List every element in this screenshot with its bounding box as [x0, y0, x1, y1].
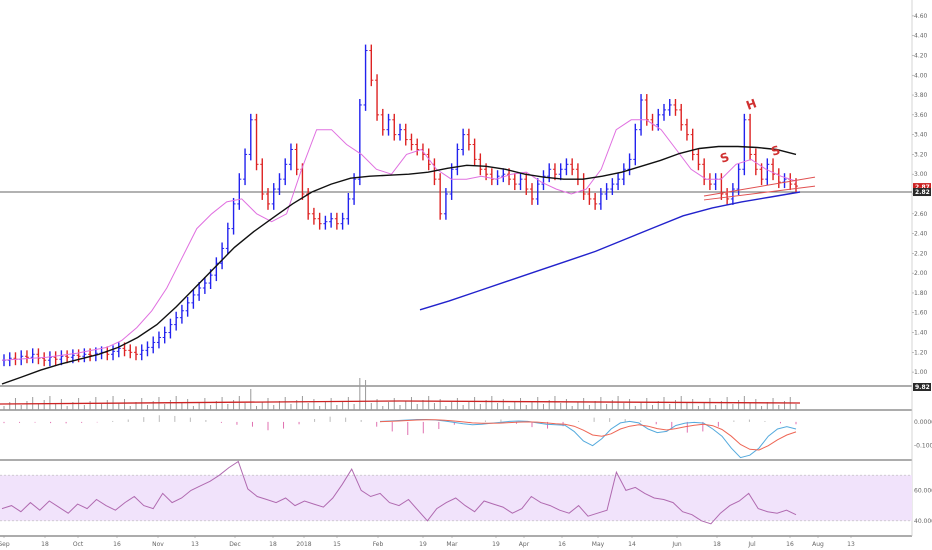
moving-average-line	[1, 119, 797, 361]
price-tick-label: 4.60	[914, 13, 928, 20]
date-tick-label: 18	[269, 541, 277, 548]
pattern-annotation: S	[718, 150, 731, 166]
rsi-tick-label: 40.0000	[914, 518, 932, 525]
price-tick-label: 2.60	[914, 211, 928, 218]
date-tick-label: 16	[786, 541, 794, 548]
date-tick-label: 19	[492, 541, 500, 548]
date-tick-label: 18	[41, 541, 49, 548]
rsi-line	[1, 460, 797, 525]
moving-average-line	[1, 145, 797, 385]
price-tick-label: 4.40	[914, 33, 928, 40]
price-tick-label: 3.40	[914, 132, 928, 139]
date-tick-label: Mar	[446, 541, 458, 548]
date-tick-label: 15	[333, 541, 341, 548]
date-tick-label: 14	[628, 541, 636, 548]
date-tick-label: Oct	[73, 541, 84, 548]
date-tick-label: Jul	[747, 541, 756, 548]
date-tick-label: 16	[558, 541, 566, 548]
pattern-annotation: H	[744, 96, 758, 113]
date-tick-label: Dec	[229, 541, 241, 548]
volume-ma-line	[399, 400, 801, 404]
macd-signal-line	[379, 419, 797, 451]
price-tick-label: 1.20	[914, 349, 928, 356]
pattern-annotation: S	[769, 143, 782, 159]
date-tick-label: Feb	[373, 541, 384, 548]
date-tick-label: 13	[847, 541, 855, 548]
date-tick-label: 13	[191, 541, 199, 548]
date-tick-label: 16	[113, 541, 121, 548]
volume-ma-line	[0, 400, 401, 405]
price-tick-label: 3.20	[914, 151, 928, 158]
moving-average-line	[419, 191, 801, 311]
macd-tick-label: 0.0000	[914, 419, 932, 426]
price-badge	[913, 183, 931, 192]
date-tick-label: Aug	[812, 541, 824, 548]
date-tick-label: Apr	[519, 541, 530, 548]
rsi-tick-label: 60.0000	[914, 487, 932, 494]
price-tick-label: 3.00	[914, 171, 928, 178]
price-tick-label: 1.60	[914, 310, 928, 317]
price-tick-label: 2.40	[914, 231, 928, 238]
price-tick-label: 4.20	[914, 52, 928, 59]
date-tick-label: 18	[713, 541, 721, 548]
volume-badge-label: 9.82	[915, 384, 930, 391]
price-tick-label: 1.40	[914, 330, 928, 337]
price-badge	[913, 188, 931, 197]
neckline-lower	[703, 185, 816, 201]
price-tick-label: 1.00	[914, 369, 928, 376]
date-tick-label: May	[592, 541, 605, 548]
date-tick-label: Jun	[671, 541, 682, 548]
date-tick-label: 19	[419, 541, 427, 548]
price-badge-label: 2.82	[915, 189, 930, 196]
date-tick-label: Sep	[0, 541, 10, 548]
macd-tick-label: -0.1000	[914, 443, 932, 450]
price-tick-label: 3.80	[914, 92, 928, 99]
price-tick-label: 2.00	[914, 270, 928, 277]
macd-line	[379, 419, 797, 459]
volume-badge	[913, 383, 931, 391]
price-tick-label: 2.20	[914, 250, 928, 257]
price-tick-label: 4.00	[914, 72, 928, 79]
neckline-upper	[703, 176, 816, 197]
date-tick-label: Nov	[152, 541, 164, 548]
date-tick-label: 2018	[296, 541, 311, 548]
price-tick-label: 3.60	[914, 112, 928, 119]
price-tick-label: 1.80	[914, 290, 928, 297]
price-badge-label: 2.87	[915, 184, 930, 191]
